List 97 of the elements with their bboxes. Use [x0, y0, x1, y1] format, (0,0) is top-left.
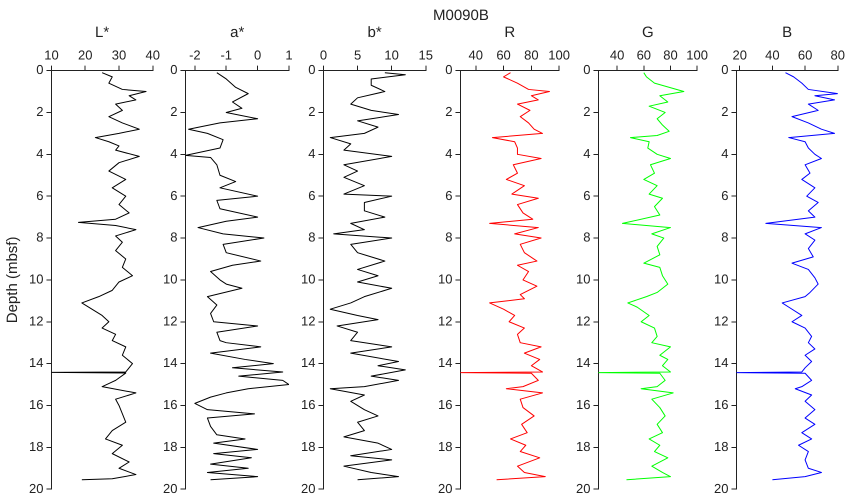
y-tick-label: 0 — [308, 62, 316, 78]
x-tick-label: -2 — [189, 47, 201, 62]
y-tick-label: 10 — [714, 271, 728, 286]
y-tick-label: 16 — [714, 397, 728, 412]
chart-title: M0090B — [433, 7, 489, 24]
x-tick-label: 0 — [320, 47, 328, 62]
x-tick-label: 80 — [830, 47, 846, 62]
x-tick-label: 60 — [496, 47, 511, 62]
y-tick-label: 6 — [36, 188, 44, 203]
y-tick-label: 14 — [300, 355, 316, 370]
y-tick-label: 14 — [438, 355, 452, 370]
y-tick-label: 2 — [721, 104, 728, 120]
x-tick-label: 100 — [548, 47, 570, 62]
y-tick-label: 4 — [721, 146, 728, 161]
x-axis-title: B — [782, 24, 792, 42]
x-tick-label: -1 — [220, 47, 232, 62]
y-tick-label: 12 — [162, 313, 178, 328]
y-tick-label: 0 — [170, 62, 178, 78]
y-tick-label: 4 — [308, 146, 316, 161]
y-tick-label: 20 — [28, 480, 44, 496]
y-tick-label: 0 — [583, 62, 590, 78]
y-tick-label: 8 — [170, 230, 178, 245]
y-tick-label: 8 — [445, 230, 452, 245]
y-tick-label: 18 — [576, 438, 590, 454]
x-axis-title: b* — [368, 24, 382, 42]
y-tick-label: 4 — [445, 146, 452, 161]
x-tick-label: 40 — [146, 47, 160, 62]
y-tick-label: 18 — [438, 438, 452, 454]
y-tick-label: 10 — [162, 271, 178, 286]
x-tick-label: 40 — [765, 47, 780, 62]
x-axis-title: G — [642, 24, 654, 42]
y-tick-label: 16 — [300, 397, 316, 412]
y-tick-label: 2 — [36, 104, 44, 120]
x-axis-title: a* — [230, 24, 244, 42]
y-tick-label: 6 — [445, 188, 452, 203]
y-tick-label: 8 — [36, 230, 44, 245]
y-tick-label: 14 — [576, 355, 590, 370]
x-tick-label: 10 — [384, 47, 399, 62]
x-tick-label: 60 — [798, 47, 812, 62]
y-tick-label: 0 — [721, 62, 728, 78]
y-tick-label: 8 — [583, 230, 590, 245]
x-tick-label: 20 — [732, 47, 747, 62]
y-tick-label: 10 — [438, 271, 452, 286]
y-tick-label: 4 — [36, 146, 44, 161]
y-tick-label: 12 — [438, 313, 452, 328]
y-tick-label: 12 — [300, 313, 316, 328]
y-tick-label: 8 — [721, 230, 728, 245]
x-tick-label: 20 — [78, 47, 92, 62]
y-tick-label: 20 — [438, 480, 452, 496]
y-tick-label: 14 — [28, 355, 44, 370]
y-tick-label: 18 — [714, 438, 728, 454]
y-tick-label: 2 — [308, 104, 316, 120]
y-tick-label: 0 — [445, 62, 452, 78]
y-tick-label: 18 — [162, 438, 178, 454]
x-axis-title: R — [504, 24, 516, 42]
y-tick-label: 16 — [162, 397, 178, 412]
y-tick-label: 4 — [583, 146, 590, 161]
y-tick-label: 10 — [300, 271, 316, 286]
y-tick-label: 2 — [170, 104, 178, 120]
y-tick-label: 16 — [28, 397, 44, 412]
x-tick-label: 60 — [636, 47, 652, 62]
x-tick-label: 15 — [418, 47, 434, 62]
y-tick-label: 6 — [721, 188, 728, 203]
y-tick-label: 8 — [308, 230, 316, 245]
x-tick-label: 1 — [285, 47, 293, 62]
y-tick-label: 20 — [714, 480, 728, 496]
x-tick-label: 80 — [663, 47, 678, 62]
x-tick-label: 0 — [254, 47, 262, 62]
y-tick-label: 20 — [300, 480, 316, 496]
y-tick-label: 12 — [28, 313, 44, 328]
y-tick-label: 6 — [308, 188, 316, 203]
x-axis-title: L* — [95, 24, 110, 42]
y-tick-label: 14 — [714, 355, 728, 370]
y-tick-label: 16 — [576, 397, 590, 412]
y-tick-label: 20 — [576, 480, 590, 496]
y-tick-label: 10 — [576, 271, 590, 286]
x-tick-label: 100 — [686, 47, 708, 62]
y-tick-label: 6 — [170, 188, 178, 203]
y-tick-label: 2 — [583, 104, 590, 120]
x-tick-label: 30 — [112, 47, 126, 62]
x-tick-label: 40 — [610, 47, 624, 62]
y-tick-label: 0 — [36, 62, 44, 78]
y-tick-label: 16 — [438, 397, 452, 412]
y-tick-label: 12 — [714, 313, 728, 328]
y-tick-label: 12 — [576, 313, 590, 328]
x-tick-label: 5 — [354, 47, 362, 62]
y-tick-label: 6 — [583, 188, 590, 203]
y-tick-label: 18 — [28, 438, 44, 454]
y-tick-label: 2 — [445, 104, 452, 120]
x-tick-label: 80 — [524, 47, 539, 62]
y-tick-label: 4 — [170, 146, 178, 161]
y-tick-label: 20 — [162, 480, 178, 496]
y-axis-title: Depth (mbsf) — [4, 236, 22, 324]
y-tick-label: 18 — [300, 438, 316, 454]
y-tick-label: 14 — [162, 355, 178, 370]
y-tick-label: 10 — [28, 271, 44, 286]
x-tick-label: 40 — [468, 47, 483, 62]
